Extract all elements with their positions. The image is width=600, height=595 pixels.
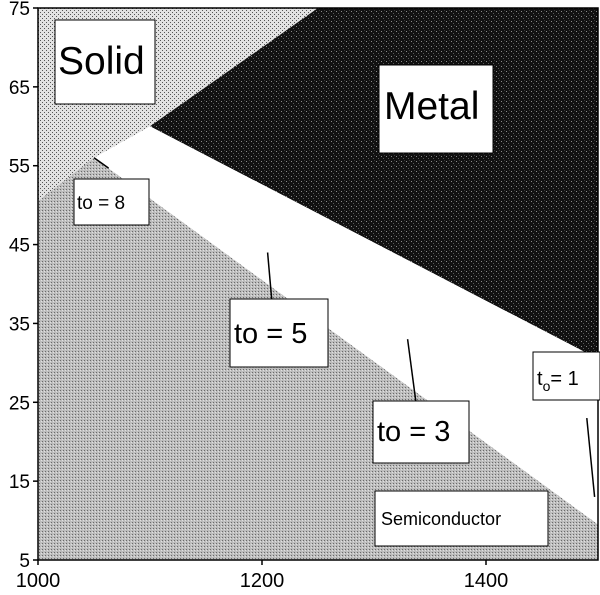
to5-label: to = 5 bbox=[234, 318, 307, 350]
y-tick-label: 45 bbox=[9, 236, 30, 257]
region-label-boxes: Solid Metal Semiconductor to = 8 to = 5 … bbox=[54, 19, 600, 547]
y-tick-label: 25 bbox=[9, 393, 30, 414]
solid-label: Solid bbox=[58, 40, 145, 83]
y-tick-label: 35 bbox=[9, 314, 30, 335]
metal-label: Metal bbox=[384, 85, 479, 128]
to3-label-box bbox=[372, 400, 470, 464]
contour-line-3 bbox=[586, 418, 596, 497]
to8-label-box bbox=[73, 178, 150, 226]
metal-label-box bbox=[378, 64, 494, 154]
gap-region bbox=[94, 126, 598, 525]
to1-label-box bbox=[532, 351, 600, 401]
x-tick-label: 1400 bbox=[464, 570, 509, 592]
y-tick-label: 75 bbox=[9, 0, 30, 20]
y-tick-label: 15 bbox=[9, 472, 30, 493]
contour-line-0 bbox=[93, 157, 110, 169]
x-tick-label: 1000 bbox=[16, 570, 61, 592]
semiconductor-label: Semiconductor bbox=[381, 509, 501, 529]
to5-label-box bbox=[229, 298, 329, 368]
to8-label: to = 8 bbox=[77, 193, 125, 214]
y-tick-label: 5 bbox=[19, 551, 30, 572]
to1-label: to= 1 bbox=[537, 368, 579, 394]
solid-label-box bbox=[54, 19, 156, 105]
y-tick-label: 65 bbox=[9, 78, 30, 99]
y-tick-label: 55 bbox=[9, 157, 30, 178]
plot-frame bbox=[37, 7, 599, 561]
semiconductor-label-box bbox=[374, 490, 549, 547]
to3-label: to = 3 bbox=[377, 416, 450, 448]
x-tick-label: 1200 bbox=[240, 570, 285, 592]
